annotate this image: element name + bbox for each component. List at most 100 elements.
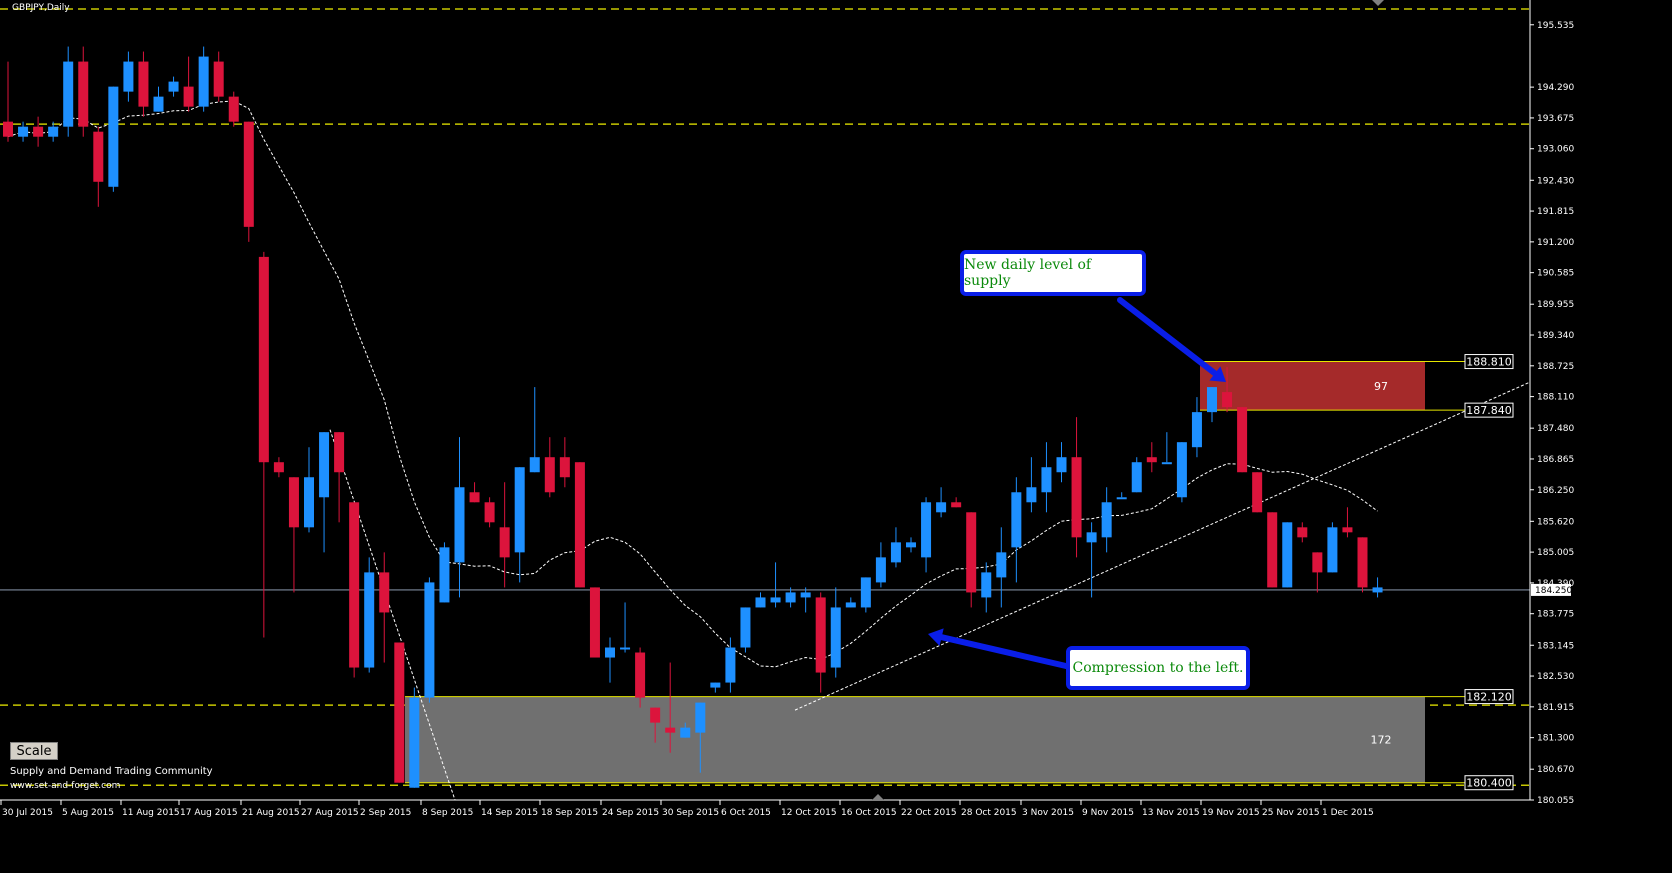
candle-body <box>1056 457 1067 473</box>
candle-body <box>1026 487 1037 503</box>
candle-body <box>1086 532 1097 543</box>
supply-callout: New daily level of supply <box>960 250 1146 296</box>
candle-body <box>680 727 691 738</box>
date-tick-label: 14 Sep 2015 <box>481 808 538 818</box>
price-tick-label: 190.585 <box>1537 269 1574 279</box>
price-tick-label: 194.290 <box>1537 83 1574 93</box>
candle-body <box>334 432 345 473</box>
date-tick-label: 13 Nov 2015 <box>1142 808 1200 818</box>
price-tick-label: 181.915 <box>1537 703 1574 713</box>
date-tick-label: 18 Sep 2015 <box>541 808 598 818</box>
candle-body <box>921 502 932 558</box>
candle-body <box>78 61 89 127</box>
candle-body <box>529 457 540 473</box>
price-tick-label: 193.675 <box>1537 114 1574 124</box>
date-tick-label: 9 Nov 2015 <box>1082 808 1134 818</box>
candle-body <box>153 96 164 112</box>
candle-body <box>635 652 646 698</box>
supply-zone-high-label: 188.810 <box>1466 356 1512 369</box>
candle-body <box>710 682 721 688</box>
candle-body <box>1041 467 1052 493</box>
candle-body <box>996 552 1007 578</box>
zones: 97 172 <box>405 361 1465 784</box>
candle-body <box>319 432 330 498</box>
up-trend-line <box>794 381 1531 711</box>
candle-body <box>740 607 751 648</box>
price-tick-label: 185.005 <box>1537 548 1574 558</box>
price-tick-label: 183.145 <box>1537 641 1574 651</box>
supply-arrow-shaft <box>1117 297 1218 377</box>
candle-body <box>409 697 420 788</box>
candles <box>3 46 1383 788</box>
date-tick-label: 28 Oct 2015 <box>961 808 1017 818</box>
price-tick-label: 195.535 <box>1537 21 1574 31</box>
candle-body <box>1161 462 1172 465</box>
compression-arrow-head <box>928 628 944 646</box>
candle-body <box>48 126 59 137</box>
price-tick-label: 189.955 <box>1537 300 1574 310</box>
price-tick-label: 183.775 <box>1537 610 1574 620</box>
candle-body <box>288 477 299 528</box>
community-text: Supply and Demand Trading Community <box>10 766 213 777</box>
candle-body <box>1011 492 1022 548</box>
callout-arrows <box>928 297 1226 669</box>
supply-arrow-head <box>1209 366 1226 382</box>
candle-body <box>394 642 405 783</box>
candle-body <box>93 131 104 182</box>
candle-body <box>1116 497 1127 500</box>
candle-body <box>589 587 600 658</box>
candle-body <box>1372 587 1383 593</box>
demand-zone <box>405 696 1425 783</box>
candle-body <box>1237 407 1248 473</box>
candle-body <box>1071 457 1082 538</box>
date-tick-label: 25 Nov 2015 <box>1262 808 1320 818</box>
supply-arrow <box>1117 297 1226 382</box>
candle-body <box>349 502 360 668</box>
candle-body <box>63 61 74 127</box>
date-tick-label: 19 Nov 2015 <box>1202 808 1260 818</box>
price-tick-label: 191.815 <box>1537 207 1574 217</box>
candle-body <box>1357 537 1368 588</box>
candle-body <box>379 572 390 613</box>
candle-body <box>213 61 224 97</box>
candle-body <box>364 572 375 668</box>
candle-body <box>1176 442 1187 498</box>
price-tick-label: 186.250 <box>1537 486 1574 496</box>
date-tick-label: 12 Oct 2015 <box>781 808 837 818</box>
candle-body <box>951 502 962 508</box>
candle-body <box>755 597 766 608</box>
candle-body <box>936 502 947 513</box>
price-tick-label: 180.670 <box>1537 765 1574 775</box>
supply-zone-count: 97 <box>1374 380 1388 393</box>
price-tick-label: 187.480 <box>1537 424 1574 434</box>
candle-body <box>18 126 29 137</box>
price-tick-label: 185.620 <box>1537 517 1574 527</box>
scale-button[interactable]: Scale <box>10 742 58 760</box>
demand-zone-high-label: 182.120 <box>1466 691 1512 704</box>
supply-zone-price-box <box>1464 354 1514 370</box>
candle-body <box>605 647 615 658</box>
candle-body <box>650 707 661 723</box>
candle-body <box>1131 462 1142 493</box>
candle-body <box>499 527 510 558</box>
price-tick-label: 193.060 <box>1537 145 1574 155</box>
candle-body <box>3 121 13 137</box>
candle-body <box>1101 502 1112 538</box>
website-text: www.set-and-forget.com <box>10 781 121 791</box>
demand-zone-price-box <box>1464 775 1514 791</box>
price-tick-label: 186.865 <box>1537 455 1574 465</box>
candle-body <box>620 647 631 650</box>
demand-zone-low-label: 180.400 <box>1466 777 1512 790</box>
demand-zone-price-box <box>1464 689 1514 705</box>
candle-body <box>890 542 901 563</box>
price-tick-label: 188.110 <box>1537 393 1574 403</box>
chart-title: GBPJPY,Daily <box>12 3 70 13</box>
candle-body <box>695 702 706 733</box>
price-tick-label: 182.530 <box>1537 672 1574 682</box>
candle-body <box>559 457 570 478</box>
date-tick-label: 5 Aug 2015 <box>62 808 114 818</box>
candle-body <box>258 256 269 463</box>
candle-body <box>815 597 826 673</box>
demand-zone-count: 172 <box>1371 734 1392 747</box>
